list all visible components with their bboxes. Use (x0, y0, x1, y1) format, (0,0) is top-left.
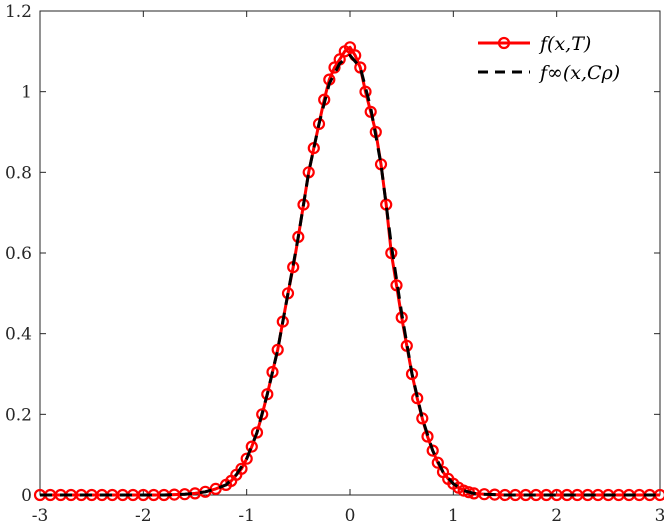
y-tick-label: 0 (21, 486, 32, 506)
x-tick-label: -1 (238, 506, 255, 526)
y-tick-label: 0.4 (5, 325, 32, 345)
y-tick-label: 0.6 (5, 244, 32, 264)
data-point (431, 456, 444, 469)
data-point (364, 105, 377, 118)
data-point (256, 408, 269, 421)
x-tick-label: -2 (135, 506, 152, 526)
data-point (250, 426, 264, 439)
series-line-2 (40, 53, 660, 497)
y-tick-label: 1.2 (5, 2, 32, 22)
y-tick-label: 0.8 (5, 163, 32, 183)
x-tick-label: 1 (448, 506, 459, 526)
legend-label-series-1: f(x,T) (538, 33, 591, 55)
x-tick-label: -3 (32, 506, 49, 526)
x-tick-label: 2 (551, 506, 562, 526)
series-layer (33, 41, 664, 502)
data-point (240, 452, 253, 465)
x-tick-label: 0 (345, 506, 356, 526)
x-tick-label: 3 (655, 506, 664, 526)
legend-label-series-2: f∞(x,Cρ) (538, 62, 620, 84)
y-tick-label: 1 (21, 83, 32, 103)
data-point (235, 462, 248, 475)
y-tick-label: 0.2 (5, 405, 32, 425)
data-point (359, 85, 372, 98)
legend-marker-series-1 (497, 36, 511, 50)
y-axis: 0 0.2 0.4 0.6 0.8 1 1.2 (5, 2, 660, 506)
data-point (390, 279, 403, 292)
data-point (426, 444, 439, 457)
legend-box (470, 24, 648, 92)
data-point (245, 440, 258, 453)
x-axis: -3 -2 -1 0 1 2 3 (32, 11, 664, 526)
legend: f(x,T) f∞(x,Cρ) (470, 24, 648, 92)
